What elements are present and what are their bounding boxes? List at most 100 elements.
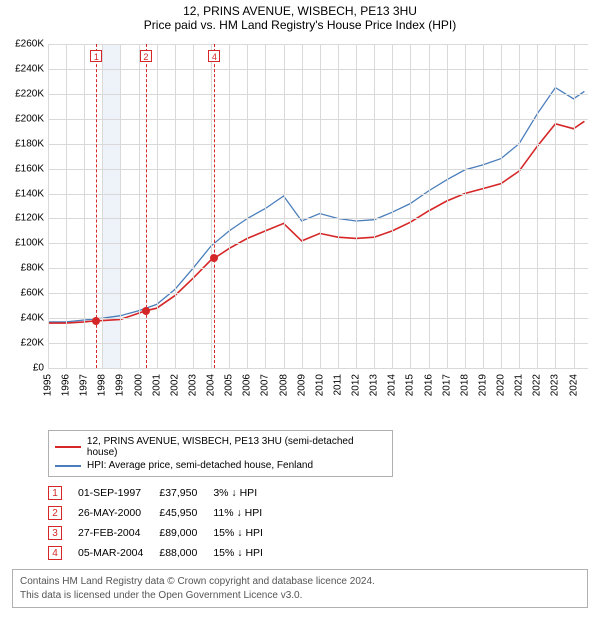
gridline-v: [193, 44, 194, 368]
gridline-v: [84, 44, 85, 368]
x-tick-label: 2020: [496, 374, 507, 396]
gridline-h: [48, 169, 588, 170]
y-tick-label: £120K: [0, 213, 44, 224]
y-tick-label: £180K: [0, 138, 44, 149]
gridline-v: [501, 44, 502, 368]
x-tick-label: 2021: [514, 374, 525, 396]
gridline-v: [48, 44, 49, 368]
x-tick-label: 2016: [423, 374, 434, 396]
gridline-h: [48, 44, 588, 45]
gridline-v: [338, 44, 339, 368]
footer-line-2: This data is licensed under the Open Gov…: [20, 589, 580, 603]
x-tick-label: 2002: [169, 374, 180, 396]
y-tick-label: £160K: [0, 163, 44, 174]
sale-date: 26-MAY-2000: [78, 503, 159, 523]
sale-delta: 11% ↓ HPI: [213, 503, 279, 523]
chart-title-block: 12, PRINS AVENUE, WISBECH, PE13 3HU Pric…: [0, 0, 600, 34]
x-tick-label: 2004: [206, 374, 217, 396]
legend-label: HPI: Average price, semi-detached house,…: [87, 460, 313, 471]
sale-date: 27-FEB-2004: [78, 523, 159, 543]
chart-container: 124 £0£20K£40K£60K£80K£100K£120K£140K£16…: [0, 34, 600, 424]
table-row: 327-FEB-2004£89,00015% ↓ HPI: [48, 523, 279, 543]
y-tick-label: £200K: [0, 113, 44, 124]
gridline-v: [66, 44, 67, 368]
x-tick-label: 2017: [441, 374, 452, 396]
x-tick-label: 2013: [369, 374, 380, 396]
sale-marker-box: 1: [90, 50, 102, 62]
gridline-v: [102, 44, 103, 368]
sale-marker-dot: [210, 254, 218, 262]
x-tick-label: 2008: [278, 374, 289, 396]
gridline-v: [356, 44, 357, 368]
x-tick-label: 2007: [260, 374, 271, 396]
gridline-v: [157, 44, 158, 368]
gridline-h: [48, 194, 588, 195]
x-tick-label: 2006: [242, 374, 253, 396]
gridline-h: [48, 119, 588, 120]
legend-box: 12, PRINS AVENUE, WISBECH, PE13 3HU (sem…: [48, 430, 393, 477]
y-tick-label: £260K: [0, 39, 44, 50]
gridline-h: [48, 318, 588, 319]
x-tick-label: 2015: [405, 374, 416, 396]
gridline-h: [48, 243, 588, 244]
legend-label: 12, PRINS AVENUE, WISBECH, PE13 3HU (sem…: [87, 436, 386, 458]
sale-price: £89,000: [159, 523, 213, 543]
gridline-v: [429, 44, 430, 368]
gridline-v: [519, 44, 520, 368]
x-tick-label: 2012: [351, 374, 362, 396]
legend-item: 12, PRINS AVENUE, WISBECH, PE13 3HU (sem…: [55, 435, 386, 459]
x-tick-label: 1996: [61, 374, 72, 396]
gridline-v: [447, 44, 448, 368]
x-tick-label: 2001: [151, 374, 162, 396]
gridline-v: [302, 44, 303, 368]
gridline-v: [284, 44, 285, 368]
gridline-h: [48, 368, 588, 369]
x-tick-label: 1997: [79, 374, 90, 396]
gridline-v: [229, 44, 230, 368]
sales-table: 101-SEP-1997£37,9503% ↓ HPI226-MAY-2000£…: [48, 483, 279, 563]
y-tick-label: £140K: [0, 188, 44, 199]
x-tick-label: 2019: [477, 374, 488, 396]
x-tick-label: 2014: [387, 374, 398, 396]
gridline-v: [537, 44, 538, 368]
x-tick-label: 2003: [187, 374, 198, 396]
sale-price: £45,950: [159, 503, 213, 523]
sale-marker-box: 2: [140, 50, 152, 62]
sale-delta: 3% ↓ HPI: [213, 483, 279, 503]
plot-area: 1 2 4: [48, 44, 588, 368]
x-tick-label: 2018: [459, 374, 470, 396]
sale-number-box: 3: [48, 526, 62, 540]
gridline-v: [320, 44, 321, 368]
x-tick-label: 2009: [296, 374, 307, 396]
sale-date: 05-MAR-2004: [78, 543, 159, 563]
gridline-v: [374, 44, 375, 368]
legend-item: HPI: Average price, semi-detached house,…: [55, 459, 386, 472]
table-row: 226-MAY-2000£45,95011% ↓ HPI: [48, 503, 279, 523]
gridline-v: [574, 44, 575, 368]
chart-svg: [48, 44, 588, 368]
table-row: 405-MAR-2004£88,00015% ↓ HPI: [48, 543, 279, 563]
gridline-v: [247, 44, 248, 368]
y-tick-label: £0: [0, 363, 44, 374]
sale-number-box: 4: [48, 546, 62, 560]
x-tick-label: 2024: [568, 374, 579, 396]
footer-attribution: Contains HM Land Registry data © Crown c…: [12, 569, 588, 608]
x-tick-label: 2023: [550, 374, 561, 396]
y-tick-label: £20K: [0, 338, 44, 349]
sale-price: £37,950: [159, 483, 213, 503]
x-tick-label: 2000: [133, 374, 144, 396]
y-tick-label: £40K: [0, 313, 44, 324]
y-tick-label: £100K: [0, 238, 44, 249]
table-row: 101-SEP-1997£37,9503% ↓ HPI: [48, 483, 279, 503]
sale-date: 01-SEP-1997: [78, 483, 159, 503]
title-subtitle: Price paid vs. HM Land Registry's House …: [0, 18, 600, 32]
gridline-h: [48, 268, 588, 269]
y-tick-label: £80K: [0, 263, 44, 274]
legend-swatch: [55, 465, 81, 467]
sale-marker-line: [214, 44, 215, 368]
gridline-v: [175, 44, 176, 368]
sale-marker-box: 4: [208, 50, 220, 62]
gridline-v: [211, 44, 212, 368]
gridline-h: [48, 218, 588, 219]
sale-delta: 15% ↓ HPI: [213, 543, 279, 563]
